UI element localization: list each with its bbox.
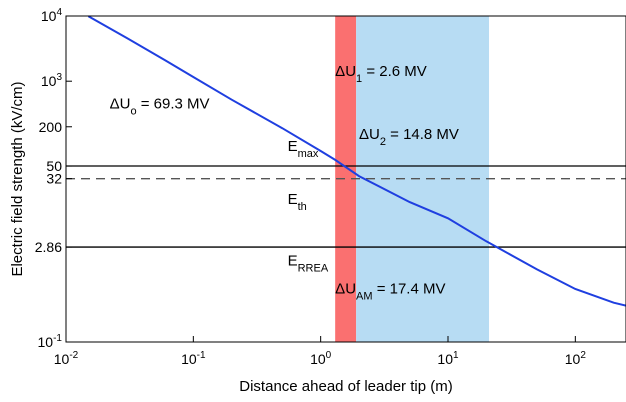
annotation-errea: ERREA	[288, 252, 329, 274]
x-tick-label-5: 102	[565, 350, 587, 367]
y-tick-label-3: 200	[39, 119, 63, 135]
shaded-region-2	[356, 16, 490, 342]
annotation-du1: ΔU1 = 2.6 MV	[335, 63, 427, 85]
x-axis-label: Distance ahead of leader tip (m)	[239, 378, 452, 395]
x-tick-label-1: 10-2	[54, 350, 79, 367]
shaded-region-1	[335, 16, 357, 342]
y-tick-label-5: 32	[46, 171, 62, 187]
y-axis-label: Electric field strength (kV/cm)	[9, 81, 26, 276]
y-tick-label-7: 10-1	[38, 333, 63, 350]
y-tick-label-2: 103	[41, 72, 63, 89]
annotation-du0: ΔUo = 69.3 MV	[110, 96, 210, 118]
y-tick-label-1: 104	[41, 7, 63, 24]
reference-lines	[66, 165, 626, 248]
annotations: ΔUo = 69.3 MV ΔU1 = 2.6 MV ΔU2 = 14.8 MV ΔU…	[110, 63, 459, 303]
x-axis: 10-2 10-1 100 101 102	[54, 336, 587, 367]
x-tick-label-2: 10-1	[181, 350, 206, 367]
annotation-eth: Eth	[288, 191, 307, 213]
series-line-1	[87, 15, 626, 307]
annotation-emax: Emax	[288, 138, 319, 160]
shaded-regions	[335, 16, 490, 342]
x-tick-label-3: 100	[310, 350, 332, 367]
x-tick-label-4: 101	[437, 350, 459, 367]
annotation-du2: ΔU2 = 14.8 MV	[359, 126, 459, 148]
series-lines	[87, 15, 626, 307]
annotation-duam: ΔUAM = 17.4 MV	[335, 281, 445, 303]
y-tick-label-4: 50	[46, 158, 62, 174]
y-tick-label-6: 2.86	[35, 239, 62, 255]
